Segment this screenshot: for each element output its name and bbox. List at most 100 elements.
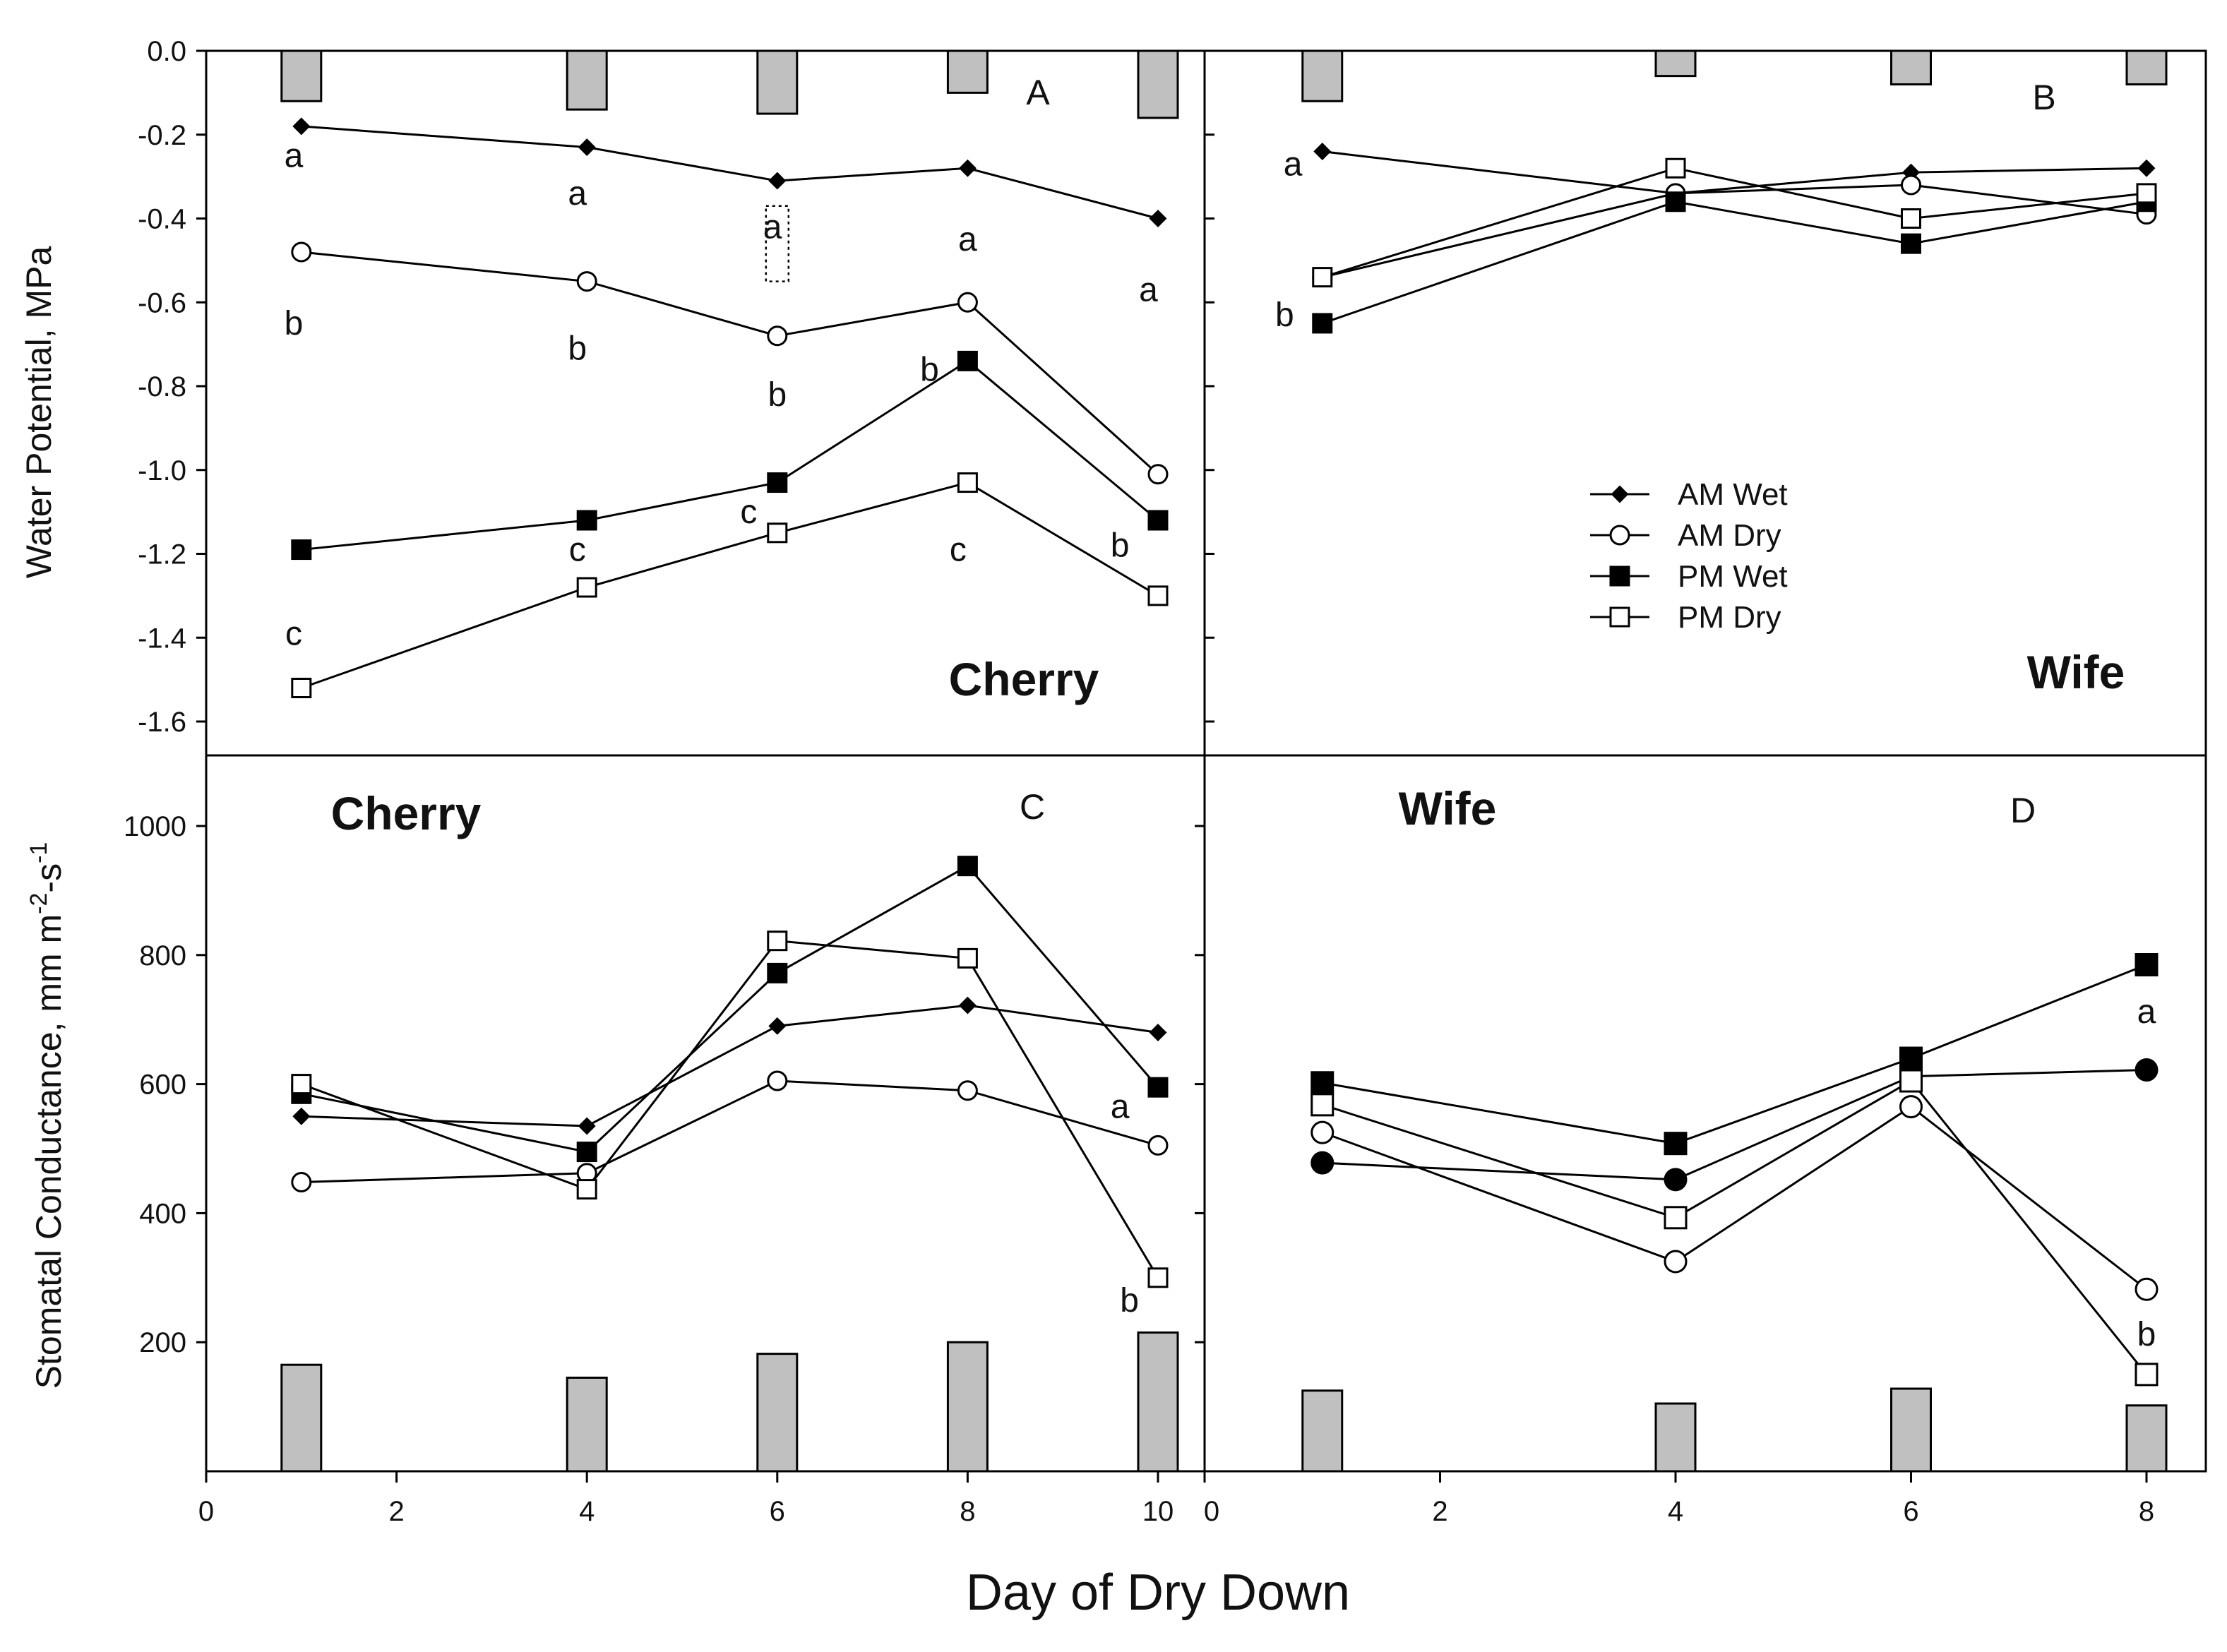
panel-d-point-am-wet-day-8 <box>2135 1058 2159 1082</box>
panel-a-sig-letter-3: a <box>958 221 977 258</box>
panel-d-point-am-dry-day-1 <box>1310 1120 1335 1144</box>
panel-d-point-am-dry-day-6 <box>1899 1095 1923 1119</box>
y-axis-label-water-potential: Water Potential, MPa <box>19 246 59 579</box>
panel-d-point-pm-wet-day-6 <box>1899 1046 1923 1070</box>
panel-c-xtick-label-3: 6 <box>770 1496 785 1527</box>
panel-a-point-pm-dry-day-8 <box>957 472 978 493</box>
panel-d-letter: D <box>2010 791 2036 830</box>
panel-b-letter: B <box>2032 78 2055 117</box>
panel-d-line-pm-dry <box>1322 1079 2148 1375</box>
panel-a-ytick-label-2: -0.4 <box>138 204 186 235</box>
panel-b-point-pm-dry-day-6 <box>1901 208 1921 229</box>
panel-d-sig-letter-0: a <box>2137 993 2156 1031</box>
panel-b-point-am-dry-day-6 <box>1901 174 1921 196</box>
panel-a-point-am-wet-day-10 <box>1149 210 1167 227</box>
panel-a-bar-day-10 <box>1137 49 1179 119</box>
panel-d-xtick-label-4: 8 <box>2139 1496 2154 1527</box>
panel-a-bar-day-6 <box>756 49 799 115</box>
panel-c-point-am-wet-day-4 <box>578 1117 596 1135</box>
panel-c-ytick-label-0: 200 <box>139 1327 186 1358</box>
panel-d-point-pm-wet-day-4 <box>1664 1132 1688 1156</box>
panel-c-point-pm-dry-day-6 <box>767 930 788 952</box>
panel-a-point-am-dry-day-6 <box>767 325 788 347</box>
panel-a-point-pm-wet-day-8 <box>957 350 978 371</box>
panel-a-point-am-dry-day-8 <box>957 292 978 313</box>
panel-a-line-am-dry <box>301 251 1159 475</box>
panel-c-crop-label: Cherry <box>331 787 482 839</box>
panel-c-point-pm-wet-day-4 <box>576 1142 597 1163</box>
panel-a-point-pm-wet-day-10 <box>1147 510 1169 531</box>
panel-a-point-pm-dry-day-4 <box>576 577 597 598</box>
panel-a-sig-letter-1: a <box>568 175 587 213</box>
panel-d-point-pm-wet-day-8 <box>2135 953 2159 977</box>
panel-c-point-pm-dry-day-8 <box>957 947 978 969</box>
panel-d-point-am-dry-day-4 <box>1664 1250 1688 1274</box>
panel-a-bar-day-8 <box>946 49 989 94</box>
panel-b-point-pm-wet-day-6 <box>1901 233 1921 254</box>
panel-b-line-am-dry <box>1322 184 2147 279</box>
panel-a-point-am-wet-day-8 <box>958 159 977 177</box>
panel-d-point-am-dry-day-8 <box>2135 1277 2159 1301</box>
panel-c-point-pm-dry-day-1 <box>291 1074 312 1095</box>
panel-a-sig-letter-4: a <box>1139 271 1158 309</box>
panel-a-point-am-wet-day-4 <box>578 138 596 157</box>
panel-b-sig-letter-0: a <box>1284 145 1303 183</box>
panel-c-ytick-label-1: 400 <box>139 1198 186 1229</box>
panel-a-sig-letter-10: c <box>285 615 302 652</box>
panel-c-point-pm-dry-day-4 <box>576 1179 597 1200</box>
panel-a-ytick-label-1: -0.2 <box>138 120 186 151</box>
panel-a-point-am-dry-day-4 <box>576 271 597 292</box>
panel-b-bar-day-8 <box>2125 49 2168 85</box>
panel-c-xtick-label-0: 0 <box>198 1496 214 1527</box>
panel-c-bar-day-6 <box>756 1353 799 1473</box>
legend-marker-am-wet <box>1611 485 1629 503</box>
panel-c-point-am-dry-day-10 <box>1147 1135 1169 1156</box>
panel-a-letter: A <box>1026 73 1050 112</box>
panel-b-line-am-wet <box>1322 150 2147 195</box>
panel-c-ytick-label-3: 800 <box>139 940 186 971</box>
panel-d-xtick-label-3: 6 <box>1903 1496 1918 1527</box>
panel-a-sig-letter-8: b <box>920 351 939 388</box>
panel-d-point-pm-wet-day-1 <box>1310 1071 1335 1095</box>
y-label-bottom-main: Stomatal Conductance, mm m <box>29 914 68 1389</box>
panel-d-sig-letter-1: b <box>2137 1316 2156 1353</box>
panel-d-xtick-label-0: 0 <box>1204 1496 1219 1527</box>
panel-a-bar-day-1 <box>280 49 323 102</box>
panel-a-point-am-dry-day-1 <box>291 241 312 263</box>
legend-marker-pm-dry <box>1609 606 1630 628</box>
axes-frames <box>196 49 2207 1483</box>
panel-a-sig-letter-2: a <box>763 208 782 246</box>
panel-b-point-am-wet-day-8 <box>2137 159 2156 177</box>
panel-c-point-am-wet-day-1 <box>292 1107 311 1125</box>
panel-a-point-pm-wet-day-1 <box>291 539 312 561</box>
panel-c-point-am-wet-day-8 <box>958 996 977 1014</box>
panel-d-point-pm-dry-day-6 <box>1899 1069 1923 1093</box>
panel-a-line-pm-wet <box>301 359 1159 551</box>
panel-c-point-am-wet-day-10 <box>1149 1024 1167 1041</box>
panel-a-ytick-label-5: -1.0 <box>138 455 186 486</box>
panel-a-crop-label: Cherry <box>949 653 1099 705</box>
panel-d-bar-day-4 <box>1654 1402 1697 1473</box>
panel-b-point-pm-dry-day-8 <box>2136 183 2157 204</box>
panel-b-crop-label: Wife <box>2027 646 2125 698</box>
panel-a-point-am-dry-day-10 <box>1147 464 1169 485</box>
panel-d-frame <box>1203 754 2207 1473</box>
panel-a-ytick-label-0: 0.0 <box>147 36 186 67</box>
panel-d-bar-day-1 <box>1301 1389 1344 1473</box>
panel-a-sig-letter-0: a <box>285 137 304 174</box>
x-axis-label: Day of Dry Down <box>966 1564 1350 1621</box>
panel-b-point-pm-dry-day-4 <box>1665 157 1686 179</box>
panel-c-xtick-label-2: 4 <box>579 1496 595 1527</box>
panel-a-ytick-label-4: -0.8 <box>138 371 186 402</box>
panel-a-sig-letter-9: b <box>1111 527 1130 565</box>
legend-marker-pm-wet <box>1609 565 1630 587</box>
panel-b-bar-day-1 <box>1301 49 1344 102</box>
panel-b-bar-day-4 <box>1654 49 1697 78</box>
panel-b-point-pm-wet-day-1 <box>1312 313 1333 334</box>
panel-a-point-am-wet-day-1 <box>292 117 311 136</box>
panel-b-line-pm-dry <box>1322 167 2147 279</box>
panel-a-ytick-label-7: -1.4 <box>138 623 186 654</box>
panel-a-sig-letter-11: c <box>569 532 586 569</box>
panel-b-point-pm-dry-day-1 <box>1312 267 1333 288</box>
legend-label-am-dry: AM Dry <box>1678 518 1781 553</box>
